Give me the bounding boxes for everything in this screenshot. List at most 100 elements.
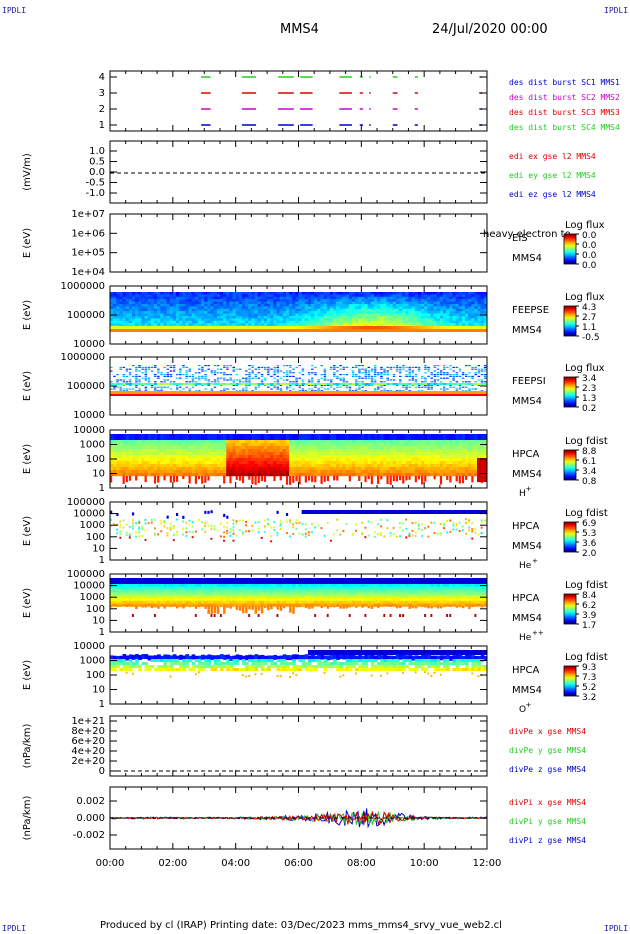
colorbar-title-hpca_o: Log fdist [565, 652, 608, 663]
ylabel-efield: (mV/m) [22, 153, 33, 191]
ytick-label-hpca_o: 1 [99, 699, 105, 710]
species-label-hpca_he2: He [519, 633, 532, 643]
panel-hpca_o: 10000 1000 100 10 1 E (eV) HPCA MMS4 O + Log fdist… [22, 641, 608, 715]
ylabel-feepse: E (eV) [22, 300, 33, 330]
colorbar-tick-hpca_o: 5.2 [582, 683, 596, 693]
species-charge-hpca_h: + [526, 485, 532, 493]
ylabel-divpe: (nPa/km) [22, 724, 33, 769]
ytick-label-burst: 3 [99, 88, 105, 99]
colorbar-tick-hpca_he2: 6.2 [582, 601, 596, 611]
colorbar-tick-eis: 0.0 [582, 261, 597, 271]
panel-hpca_h: 10000 1000 100 10 1 E (eV) HPCA MMS4 H + Log fdist… [22, 425, 608, 499]
colorbar-tick-feepsi: 1.3 [582, 394, 596, 404]
species-label-hpca_h: H [519, 489, 526, 499]
ytick-label-hpca_he1: 10000 [73, 509, 105, 520]
legend-item-divpe: divPe y gse MMS4 [509, 746, 586, 755]
colorbar-tick-feepse: 2.7 [582, 313, 596, 323]
ytick-label-burst: 1 [99, 120, 105, 131]
spacecraft-title: MMS4 [280, 22, 319, 37]
ytick-label-hpca_o: 100 [86, 670, 105, 681]
colorbar-feepsi [563, 376, 577, 408]
xtick-label: 08:00 [347, 858, 376, 869]
colorbar-title-feepse: Log flux [565, 292, 605, 303]
ytick-label-feepsi: 1000000 [60, 352, 105, 363]
ytick-label-hpca_he1: 100000 [67, 497, 105, 508]
colorbar-tick-hpca_he1: 2.0 [582, 549, 597, 559]
colorbar-title-eis: Log flux [565, 220, 605, 231]
colorbar-title-feepsi: Log flux [565, 363, 605, 374]
colorbar-tick-hpca_h: 0.8 [582, 477, 597, 487]
ylabel-divpi: (nPa/km) [22, 796, 33, 841]
panel-frame-eis [109, 213, 488, 273]
colorbar-tick-feepse: 4.3 [582, 303, 596, 313]
ytick-label-efield: -0.5 [85, 178, 105, 189]
instrument-label-feepsi: FEEPSI [512, 376, 546, 387]
ytick-label-eis: 1e+06 [71, 228, 105, 239]
colorbar-tick-hpca_he1: 5.3 [582, 529, 596, 539]
ytick-label-divpi: 0.002 [76, 796, 105, 807]
ytick-label-hpca_o: 10 [92, 685, 105, 696]
colorbar-tick-hpca_he1: 3.6 [582, 539, 597, 549]
panel-frame-divpe [109, 715, 488, 777]
legend-item-burst: des dist burst SC2 MMS2 [509, 93, 620, 102]
instrument-label-hpca_he1: HPCA [512, 521, 540, 532]
legend-item-efield: edi ex gse l2 MMS4 [509, 152, 596, 161]
date-title: 24/Jul/2020 00:00 [432, 22, 548, 37]
overlay-label-eis: heavy electron to [483, 229, 571, 240]
species-charge-hpca_he1: + [532, 557, 538, 565]
ytick-label-burst: 4 [99, 72, 105, 83]
colorbar-eis [563, 233, 577, 265]
species-charge-hpca_o: + [526, 701, 532, 709]
instrument-label-eis: EIS [512, 233, 528, 244]
ytick-label-eis: 1e+07 [71, 209, 105, 220]
colorbar-tick-eis: 0.0 [582, 231, 597, 241]
colorbar-tick-hpca_o: 3.2 [582, 693, 596, 703]
panel-feepsi: 1000000 100000 10000 E (eV) FEEPSI MMS4 Log fl… [22, 352, 605, 421]
ytick-label-feepse: 1000000 [60, 281, 105, 292]
ytick-label-hpca_he1: 10 [92, 543, 105, 554]
divpi-trace [109, 810, 488, 826]
legend-item-burst: des dist burst SC1 MMS1 [509, 78, 620, 87]
ytick-label-efield: 0.0 [89, 167, 105, 178]
ylabel-feepsi: E (eV) [22, 371, 33, 401]
spacecraft-label-hpca_o: MMS4 [512, 685, 542, 696]
colorbar-tick-eis: 0.0 [582, 251, 597, 261]
instrument-label-hpca_h: HPCA [512, 449, 540, 460]
colorbar-tick-feepsi: 3.4 [582, 374, 597, 384]
ytick-label-hpca_he2: 10 [92, 615, 105, 626]
instrument-label-feepse: FEEPSE [512, 305, 549, 316]
colorbar-feepse [563, 305, 577, 337]
colorbar-tick-feepse: 1.1 [582, 323, 596, 333]
corner-label-top-right: IPDLI [604, 6, 629, 15]
ytick-label-divpe: 6e+20 [71, 736, 105, 747]
ytick-label-divpe: 0 [99, 766, 105, 777]
colorbar-tick-feepse: -0.5 [582, 333, 600, 343]
colorbar-tick-hpca_h: 8.8 [582, 447, 597, 457]
colorbar-tick-hpca_h: 6.1 [582, 457, 596, 467]
ytick-label-hpca_he2: 1 [99, 627, 105, 638]
ytick-label-hpca_he2: 1000 [80, 592, 105, 603]
colorbar-hpca_o [563, 665, 577, 697]
colorbar-title-hpca_h: Log fdist [565, 436, 608, 447]
panel-eis: 1e+07 1e+06 1e+05 1e+04 E (eV) EIS MMS4 heavy e… [22, 209, 605, 278]
legend-item-efield: edi ez gse l2 MMS4 [509, 190, 596, 199]
spacecraft-label-feepse: MMS4 [512, 325, 542, 336]
ylabel-hpca_he2: E (eV) [22, 588, 33, 618]
panel-efield: 1.00.50.0-0.5-1.0 (mV/m) edi ex gse l2 MMS… [22, 140, 596, 204]
colorbar-tick-eis: 0.0 [582, 241, 597, 251]
xtick-label: 02:00 [158, 858, 187, 869]
xtick-label: 06:00 [284, 858, 313, 869]
spacecraft-label-hpca_he2: MMS4 [512, 613, 542, 624]
xtick-label: 04:00 [221, 858, 250, 869]
legend-item-divpi: divPi y gse MMS4 [509, 817, 586, 826]
ytick-label-feepse: 100000 [67, 310, 105, 321]
xtick-label: 10:00 [410, 858, 439, 869]
ytick-label-feepsi: 10000 [73, 410, 105, 421]
ytick-label-hpca_he1: 1000 [80, 520, 105, 531]
ytick-label-hpca_o: 1000 [80, 656, 105, 667]
legend-item-divpe: divPe x gse MMS4 [509, 727, 586, 736]
ytick-label-burst: 2 [99, 104, 105, 115]
instrument-label-hpca_o: HPCA [512, 665, 540, 676]
